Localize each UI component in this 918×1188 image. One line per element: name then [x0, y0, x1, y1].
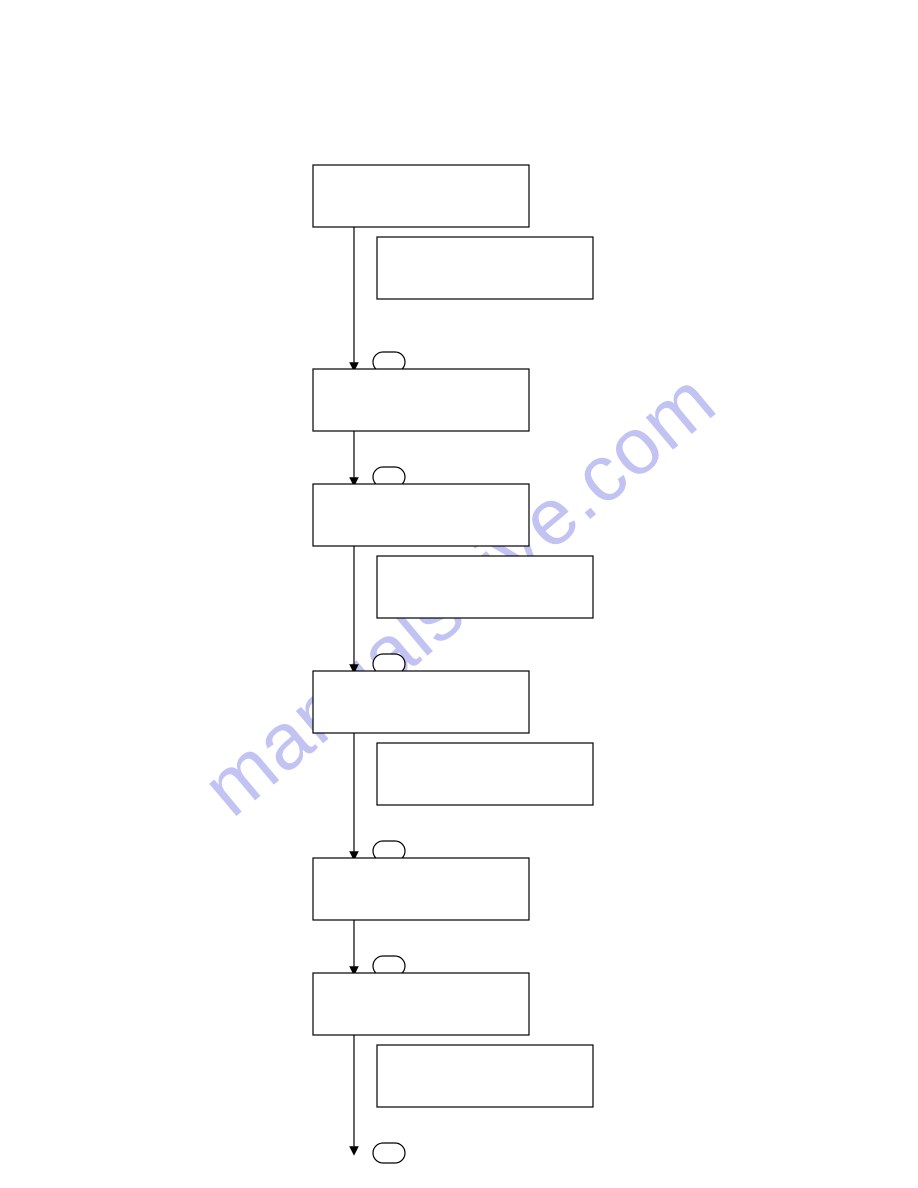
flow-box [377, 556, 593, 618]
flow-box [313, 858, 529, 920]
flow-box [313, 973, 529, 1035]
flow-box [313, 165, 529, 227]
flow-box [313, 369, 529, 431]
flow-box [377, 743, 593, 805]
flow-box [313, 671, 529, 733]
flow-pill [373, 1143, 405, 1163]
flow-box [313, 484, 529, 546]
flowchart-canvas [0, 0, 918, 1188]
flow-box [377, 1045, 593, 1107]
flow-box [377, 237, 593, 299]
